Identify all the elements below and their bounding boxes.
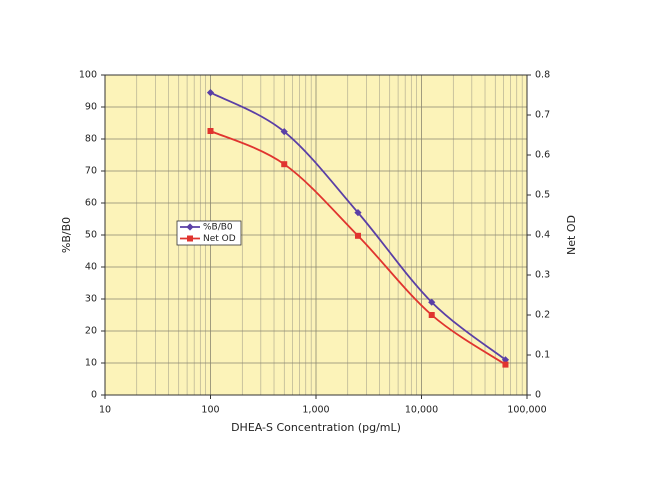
data-point	[281, 161, 288, 168]
y-tick-label: 30	[85, 294, 97, 305]
legend-marker	[187, 235, 193, 242]
plot-frame	[104, 74, 528, 396]
data-point	[428, 298, 436, 306]
y-tick-label: 80	[85, 134, 97, 145]
x-tick-label: 1,000	[302, 405, 329, 416]
data-point	[354, 232, 361, 239]
y-tick-label: 10	[85, 358, 97, 369]
y-tick-label: 70	[85, 166, 97, 177]
y2-tick-label: 0.3	[535, 270, 550, 281]
y-axis-title: %B/B0	[60, 217, 73, 253]
y2-axis-title: Net OD	[565, 215, 578, 255]
x-tick-label: 100,000	[507, 405, 546, 416]
y2-tick-label: 0	[535, 390, 541, 401]
y-tick-label: 60	[85, 198, 97, 209]
data-point	[501, 356, 510, 364]
y2-tick-label: 0.5	[535, 190, 550, 201]
legend-label: %B/B0	[203, 223, 233, 233]
data-point	[207, 128, 214, 134]
x-tick-label: 100	[201, 405, 219, 416]
y2-tick-label: 0.4	[535, 230, 550, 241]
y2-tick-label: 0.6	[535, 150, 550, 161]
y-tick-label: 0	[91, 390, 97, 401]
y-tick-label: 50	[85, 230, 97, 241]
y2-tick-label: 0.2	[535, 310, 550, 321]
y-tick-label: 90	[85, 102, 97, 113]
y-tick-label: 100	[79, 70, 97, 81]
y-tick-label: 20	[85, 326, 97, 337]
data-point	[428, 312, 435, 318]
data-point	[280, 128, 288, 136]
x-tick-label: 10	[99, 405, 111, 416]
legend-label: Net OD	[203, 234, 236, 244]
y2-tick-label: 0.7	[535, 110, 550, 121]
x-axis-title: DHEA-S Concentration (pg/mL)	[231, 421, 401, 434]
data-point	[206, 89, 215, 97]
x-tick-label: 10,000	[405, 405, 438, 416]
data-point	[502, 361, 509, 368]
y2-tick-label: 0.8	[535, 70, 550, 81]
y-tick-label: 40	[85, 262, 97, 273]
y2-tick-label: 0.1	[535, 350, 550, 361]
legend-marker	[186, 223, 194, 231]
data-point	[354, 209, 362, 217]
